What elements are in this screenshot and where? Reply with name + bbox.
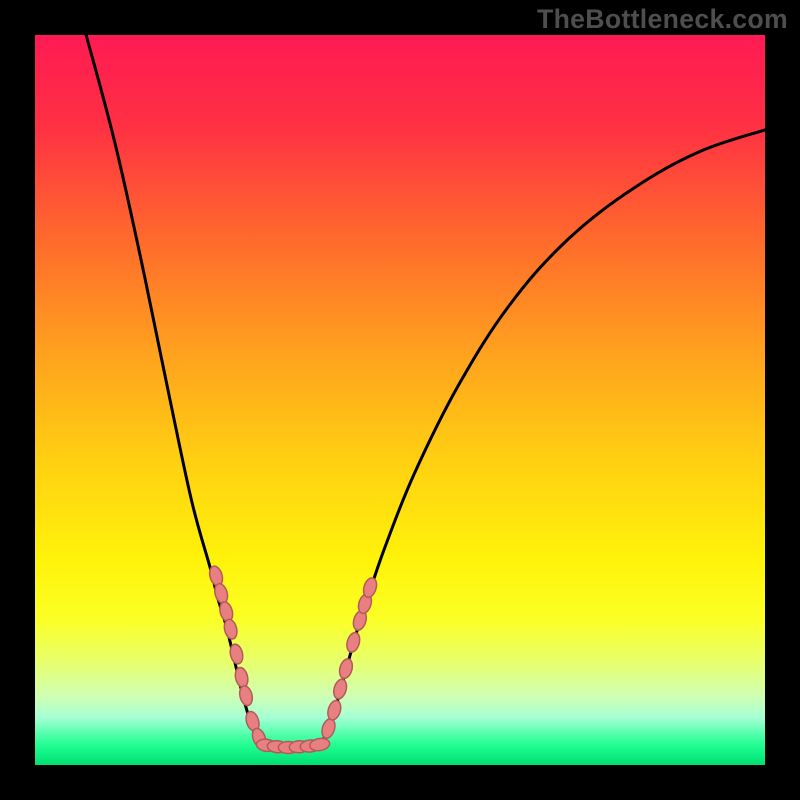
gradient-background <box>35 35 765 765</box>
chart-svg <box>35 35 765 765</box>
chart-canvas: TheBottleneck.com <box>0 0 800 800</box>
plot-area <box>35 35 765 765</box>
watermark-text: TheBottleneck.com <box>537 4 788 35</box>
